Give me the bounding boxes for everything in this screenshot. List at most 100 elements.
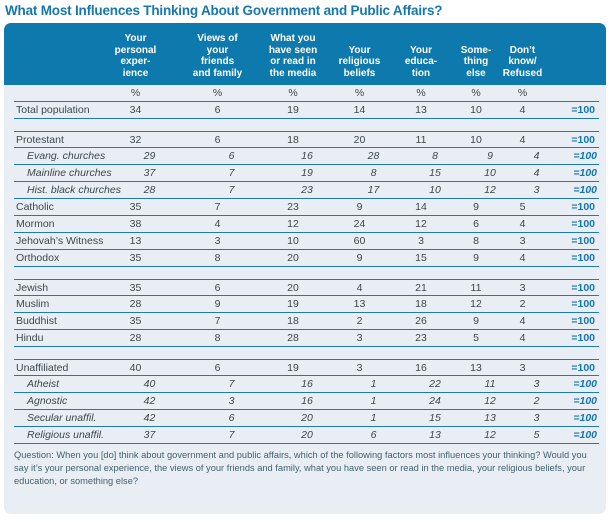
row-label: Atheist [14, 376, 94, 393]
row-total: =100 [544, 296, 599, 313]
header-gutter-left [4, 23, 14, 85]
table-row: Religious unaffil. 37 7 20 6 13 12 5 =10… [4, 427, 606, 444]
row-gutter-left [4, 313, 14, 330]
row-label: Religious unaffil. [14, 427, 104, 444]
row-label: Orthodox [14, 250, 94, 267]
cell-value: 23 [258, 199, 328, 216]
row-label: Buddhist [14, 313, 94, 330]
col-header-media: What you have seen or read in the media [258, 23, 328, 85]
cell-value: 9 [451, 199, 501, 216]
row-gutter-right [599, 165, 606, 182]
table-row: Muslim 28 9 19 13 18 12 2 =100 [4, 296, 606, 313]
cell-value: 17 [328, 182, 391, 199]
cell-value: 3 [501, 376, 544, 393]
col-header-religious-beliefs: Your religious beliefs [328, 23, 391, 85]
table-row: Buddhist 35 7 18 2 26 9 4 =100 [4, 313, 606, 330]
cell-value: 6 [328, 427, 391, 444]
row-gutter-left [4, 102, 14, 119]
table-row: Hindu 28 8 28 3 23 5 4 =100 [4, 330, 606, 347]
percent-sign: % [328, 85, 391, 102]
cell-value: 12 [451, 182, 501, 199]
percent-sign: % [258, 85, 328, 102]
cell-value: 3 [501, 410, 544, 427]
header-gutter-right [599, 23, 606, 85]
cell-value: 15 [391, 250, 451, 267]
row-total: =100 [544, 148, 599, 165]
row-total: =100 [544, 427, 599, 444]
row-label: Evang. churches [14, 148, 105, 165]
cell-value: 28 [94, 182, 177, 199]
cell-value: 5 [501, 199, 544, 216]
row-gutter-left [4, 410, 14, 427]
cell-value: 28 [94, 330, 177, 347]
cell-value: 26 [391, 313, 451, 330]
cell-value: 13 [94, 233, 177, 250]
cell-value: 10 [258, 233, 328, 250]
report-figure: What Most Influences Thinking About Gove… [0, 3, 610, 522]
row-label: Hist. black churches [14, 182, 121, 199]
cell-value: 4 [328, 279, 391, 296]
row-gutter-left [4, 376, 14, 393]
row-total: =100 [544, 313, 599, 330]
percent-sign: % [177, 85, 258, 102]
row-gutter-right [599, 313, 606, 330]
table-row: Jewish 35 6 20 4 21 11 3 =100 [4, 279, 606, 296]
cell-value: 20 [258, 250, 328, 267]
cell-value: 3 [501, 279, 544, 296]
cell-value: 9 [451, 313, 501, 330]
cell-value: 12 [451, 393, 501, 410]
cell-value: 13 [328, 296, 391, 313]
row-label: Total population [14, 102, 94, 119]
cell-value: 4 [177, 216, 258, 233]
cell-value: 9 [328, 199, 391, 216]
row-label: Mormon [14, 216, 94, 233]
cell-value: 9 [451, 148, 501, 165]
cell-value: 35 [94, 313, 177, 330]
cell-value: 6 [177, 102, 258, 119]
cell-value: 7 [177, 199, 258, 216]
cell-value: 4 [501, 250, 544, 267]
row-total: =100 [544, 131, 599, 148]
table-body: Total population 34 6 19 14 13 10 4 =100… [4, 102, 606, 444]
row-total: =100 [544, 330, 599, 347]
cell-value: 4 [501, 131, 544, 148]
table-row: Evang. churches 29 6 16 28 8 9 4 =100 [4, 148, 606, 165]
cell-value: 6 [177, 359, 258, 376]
row-gutter-right [599, 216, 606, 233]
row-gutter-left [4, 296, 14, 313]
row-total: =100 [544, 165, 599, 182]
cell-value: 35 [94, 199, 177, 216]
row-label: Agnostic [14, 393, 94, 410]
cell-value: 13 [451, 359, 501, 376]
cell-value: 24 [328, 216, 391, 233]
cell-value: 6 [177, 410, 258, 427]
cell-value: 11 [391, 131, 451, 148]
row-total: =100 [544, 359, 599, 376]
cell-value: 12 [451, 296, 501, 313]
row-gutter-right [599, 427, 606, 444]
row-gutter-right [599, 410, 606, 427]
col-header-personal-experience: Your personal exper- ience [94, 23, 177, 85]
table-row: Mainline churches 37 7 19 8 15 10 4 =100 [4, 165, 606, 182]
cell-value: 21 [391, 279, 451, 296]
cell-value: 3 [177, 233, 258, 250]
cell-value: 18 [258, 313, 328, 330]
cell-value: 23 [258, 182, 328, 199]
cell-value: 12 [258, 216, 328, 233]
table-row: Total population 34 6 19 14 13 10 4 =100 [4, 102, 606, 119]
cell-value: 4 [501, 330, 544, 347]
row-gutter-left [4, 165, 14, 182]
cell-value: 18 [391, 296, 451, 313]
cell-value: 7 [177, 427, 258, 444]
cell-value: 6 [177, 279, 258, 296]
cell-value: 10 [451, 131, 501, 148]
cell-value: 12 [451, 427, 501, 444]
percent-sign: % [391, 85, 451, 102]
row-label: Secular unaffil. [14, 410, 96, 427]
cell-value: 35 [94, 250, 177, 267]
influences-table: Your personal exper- ience Views of your… [4, 23, 606, 444]
row-total: =100 [544, 250, 599, 267]
table-row: Orthodox 35 8 20 9 15 9 4 =100 [4, 250, 606, 267]
cell-value: 3 [501, 359, 544, 376]
cell-value: 13 [451, 410, 501, 427]
